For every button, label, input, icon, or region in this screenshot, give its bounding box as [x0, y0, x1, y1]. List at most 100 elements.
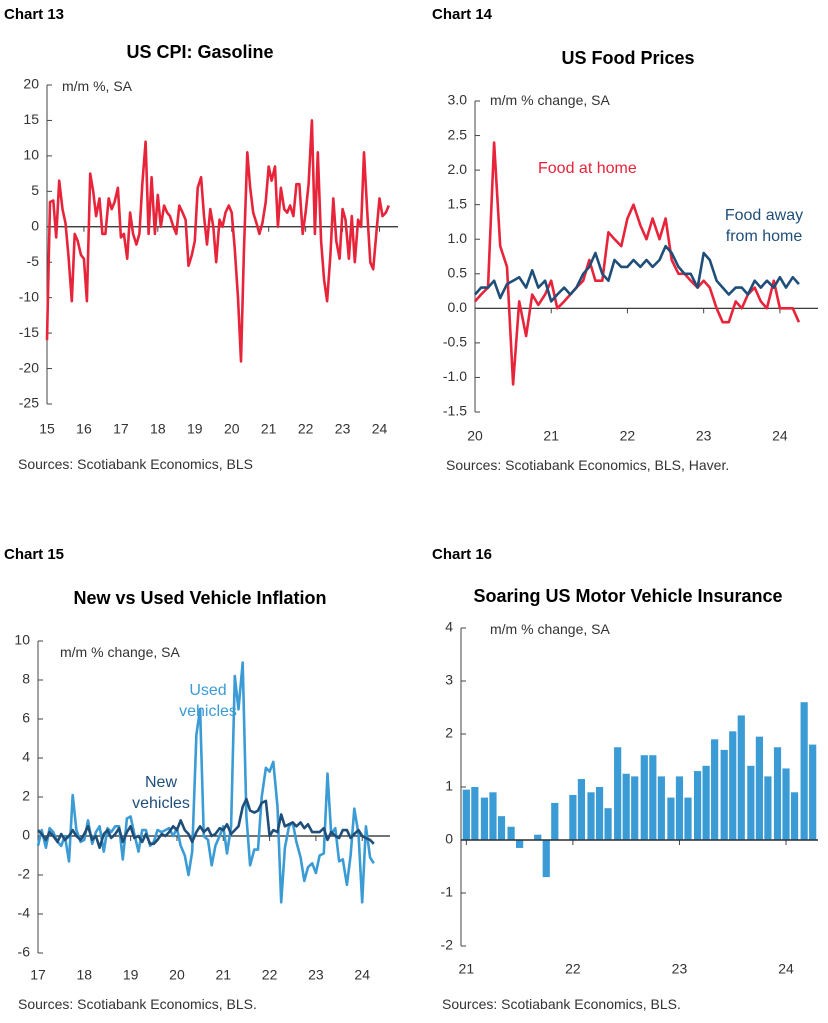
bar: [720, 749, 728, 840]
y-tick-label: -0.5: [443, 334, 467, 350]
bar: [747, 765, 755, 840]
y-tick-label: -1: [441, 884, 454, 900]
bar: [693, 771, 702, 840]
y-tick-label: 15: [23, 111, 39, 127]
bar: [489, 792, 497, 840]
x-tick-label: 22: [262, 967, 278, 983]
chart-title: US CPI: Gasoline: [126, 42, 274, 62]
x-tick-label: 18: [77, 967, 93, 983]
series-label: Used vehicles: [179, 682, 237, 720]
bar: [595, 787, 604, 840]
x-tick-label: 24: [772, 428, 788, 444]
x-tick-label: 18: [150, 421, 166, 437]
y-tick-label: 3.0: [448, 92, 468, 108]
y-tick-label: 10: [14, 632, 30, 648]
x-tick-label: 24: [354, 967, 370, 983]
x-tick-label: 17: [30, 967, 46, 983]
x-tick-label: 20: [169, 967, 185, 983]
x-tick-label: 22: [620, 428, 636, 444]
x-tick-label: 16: [76, 421, 92, 437]
chart-title: Soaring US Motor Vehicle Insurance: [473, 586, 783, 606]
source-note: Sources: Scotiabank Economics, BLS.: [442, 996, 681, 1012]
unit-label: m/m %, SA: [62, 78, 133, 94]
y-tick-label: 8: [22, 671, 30, 687]
bar: [790, 792, 799, 840]
x-tick-label: 23: [672, 961, 688, 977]
bar: [702, 765, 710, 840]
bar: [649, 755, 657, 840]
x-tick-label: 23: [308, 967, 324, 983]
y-tick-label: -2: [441, 937, 454, 953]
bar: [551, 802, 559, 840]
source-note: Sources: Scotiabank Economics, BLS.: [18, 996, 257, 1012]
x-tick-label: 21: [459, 961, 475, 977]
y-tick-label: 10: [23, 147, 39, 163]
x-tick-label: 19: [123, 967, 139, 983]
bar: [631, 776, 639, 840]
series-line: [474, 244, 800, 303]
bar: [516, 840, 524, 848]
x-tick-label: 21: [215, 967, 231, 983]
series-label: Food at home: [538, 160, 637, 177]
chart-label: Chart 14: [432, 6, 493, 23]
x-tick-label: 24: [372, 421, 388, 437]
bar: [657, 776, 665, 840]
y-tick-label: -1.0: [443, 368, 467, 384]
x-tick-label: 23: [335, 421, 351, 437]
bar: [542, 840, 550, 878]
x-tick-label: 21: [543, 428, 559, 444]
y-tick-label: 2: [445, 725, 453, 741]
y-tick-label: 0: [22, 827, 30, 843]
bar: [577, 779, 586, 840]
source-note: Sources: Scotiabank Economics, BLS: [18, 456, 254, 472]
bar: [764, 776, 772, 840]
unit-label: m/m % change, SA: [60, 644, 180, 660]
bar: [809, 744, 817, 840]
y-tick-label: -10: [19, 288, 39, 304]
y-tick-label: 2: [22, 788, 30, 804]
y-tick-label: 2.0: [448, 161, 468, 177]
y-tick-label: 1.5: [448, 195, 468, 211]
chart-label: Chart 16: [432, 546, 493, 563]
bar: [667, 797, 675, 840]
y-tick-label: -5: [27, 253, 40, 269]
x-tick-label: 22: [298, 421, 314, 437]
x-tick-label: 20: [467, 428, 483, 444]
y-tick-label: 1: [445, 778, 453, 794]
x-tick-label: 19: [187, 421, 203, 437]
x-tick-label: 21: [261, 421, 277, 437]
bar: [587, 792, 595, 840]
bar: [711, 739, 719, 840]
y-tick-label: -25: [19, 395, 39, 411]
y-tick-label: 4: [445, 619, 453, 635]
bar: [800, 702, 808, 840]
bar: [604, 808, 612, 840]
bar: [569, 794, 577, 840]
x-tick-label: 15: [39, 421, 55, 437]
x-tick-label: 23: [696, 428, 712, 444]
chart-label: Chart 13: [4, 6, 65, 23]
bar: [507, 826, 515, 840]
y-tick-label: 0.0: [448, 299, 468, 315]
y-tick-label: 3: [445, 672, 453, 688]
unit-label: m/m % change, SA: [490, 621, 610, 637]
bar: [755, 736, 763, 840]
y-tick-label: -15: [19, 324, 39, 340]
source-note: Sources: Scotiabank Economics, BLS, Have…: [446, 457, 730, 473]
unit-label: m/m % change, SA: [490, 92, 610, 108]
x-tick-label: 17: [113, 421, 129, 437]
y-tick-label: -6: [18, 944, 31, 960]
bar: [773, 747, 782, 840]
bar: [614, 747, 622, 840]
series-line: [37, 797, 375, 849]
y-tick-label: 6: [22, 710, 30, 726]
bar: [737, 715, 745, 840]
y-tick-label: 2.5: [448, 126, 468, 142]
series-label: New vehicles: [132, 774, 190, 812]
bar: [480, 797, 489, 840]
series-label: Food away from home: [724, 207, 804, 245]
chart-title: New vs Used Vehicle Inflation: [73, 588, 327, 608]
y-tick-label: 0.5: [448, 264, 468, 280]
series-line: [45, 119, 390, 363]
